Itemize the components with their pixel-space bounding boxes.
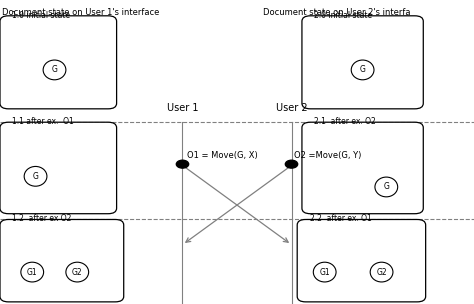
Text: Document state on User 2's interfa: Document state on User 2's interfa — [263, 8, 410, 17]
FancyBboxPatch shape — [0, 219, 124, 302]
Text: 2.0 initial state: 2.0 initial state — [314, 11, 373, 20]
Text: G1: G1 — [27, 268, 37, 277]
FancyBboxPatch shape — [0, 122, 117, 214]
Text: G: G — [52, 65, 57, 74]
FancyBboxPatch shape — [0, 16, 117, 109]
Ellipse shape — [370, 262, 393, 282]
Text: 2.2  after ex. O1: 2.2 after ex. O1 — [310, 214, 371, 223]
Text: 1.2  after ex O2: 1.2 after ex O2 — [12, 214, 72, 223]
FancyBboxPatch shape — [302, 16, 423, 109]
FancyBboxPatch shape — [297, 219, 426, 302]
Ellipse shape — [24, 167, 47, 186]
Text: 1.1 after ex.  O1: 1.1 after ex. O1 — [12, 117, 74, 126]
Text: G: G — [360, 65, 365, 74]
Ellipse shape — [313, 262, 336, 282]
Ellipse shape — [351, 60, 374, 80]
Ellipse shape — [21, 262, 44, 282]
Text: G: G — [33, 172, 38, 181]
Ellipse shape — [66, 262, 89, 282]
Text: User 2: User 2 — [276, 103, 307, 113]
Text: O1 = Move(G, X): O1 = Move(G, X) — [187, 150, 258, 160]
Text: G2: G2 — [72, 268, 82, 277]
Text: User 1: User 1 — [167, 103, 198, 113]
Text: 2.1  after ex. O2: 2.1 after ex. O2 — [314, 117, 376, 126]
Text: Document state on User 1's interface: Document state on User 1's interface — [2, 8, 160, 17]
Circle shape — [285, 160, 298, 168]
Ellipse shape — [43, 60, 66, 80]
Text: O2 =Move(G, Y): O2 =Move(G, Y) — [294, 150, 361, 160]
Text: 1.0 initial state: 1.0 initial state — [12, 11, 71, 20]
Text: G: G — [383, 182, 389, 192]
Text: G1: G1 — [319, 268, 330, 277]
Circle shape — [176, 160, 189, 168]
FancyBboxPatch shape — [302, 122, 423, 214]
Ellipse shape — [375, 177, 398, 197]
Text: G2: G2 — [376, 268, 387, 277]
